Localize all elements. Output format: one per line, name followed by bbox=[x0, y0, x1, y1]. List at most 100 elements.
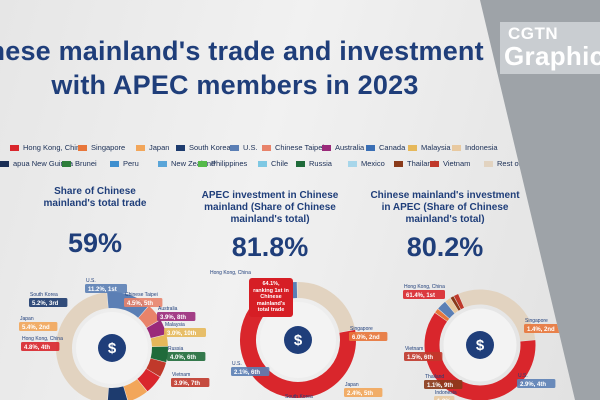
donut-slice bbox=[146, 358, 167, 377]
slice-label-name: Hong Kong, China bbox=[22, 336, 63, 342]
slice-label-box bbox=[344, 388, 383, 397]
dollar-glyph: $ bbox=[476, 337, 485, 354]
donut-slice bbox=[150, 346, 168, 363]
slice-label-value: 4.0%, 6th bbox=[170, 355, 196, 361]
legend-item: Hong Kong, China bbox=[10, 143, 84, 152]
legend-swatch bbox=[348, 161, 357, 168]
legend-swatch bbox=[322, 145, 331, 152]
legend-label: apua New Guinea bbox=[13, 159, 74, 168]
legend-item: Australia bbox=[322, 143, 364, 152]
legend-label: Australia bbox=[335, 143, 365, 152]
slice-label: South Korea 5.2%, 3rd bbox=[29, 292, 68, 307]
slice-label: Vietnam 1.5%, 6th bbox=[404, 346, 443, 361]
legend-label: Hong Kong, China bbox=[23, 143, 85, 152]
slice-label-box bbox=[19, 322, 58, 331]
slice-label-name: U.S. bbox=[518, 373, 528, 379]
legend-item: Chile bbox=[258, 159, 288, 168]
legend-label: Russia bbox=[309, 159, 332, 168]
slice-label-name: U.S. bbox=[86, 278, 96, 284]
legend-label: Indonesia bbox=[465, 143, 498, 152]
slice-label-name: Hong Kong, China bbox=[404, 284, 445, 290]
legend-swatch bbox=[78, 145, 87, 152]
legend-swatch bbox=[408, 145, 417, 152]
legend-item: Philippines bbox=[198, 159, 247, 168]
dollar-icon bbox=[466, 331, 494, 359]
panel-title-apec-investment: APEC investment in Chinese mainland (Shar… bbox=[201, 190, 339, 225]
page-title-line2: with APEC members in 2023 bbox=[51, 70, 419, 100]
panel-title-trade: Share of Chinese mainland's total trade bbox=[43, 186, 147, 209]
legend-label: U.S. bbox=[243, 143, 258, 152]
panel-value-apec-investment: 81.8% bbox=[231, 232, 309, 262]
legend-item: Thailand bbox=[394, 159, 436, 168]
legend-swatch bbox=[198, 161, 207, 168]
legend-swatch bbox=[258, 161, 267, 168]
slice-label-name: U.S. bbox=[232, 361, 242, 367]
legend-item: South Korea bbox=[176, 143, 231, 152]
legend-label: Philippines bbox=[211, 159, 248, 168]
slice-label-name: Japan bbox=[20, 316, 34, 322]
legend-swatch bbox=[452, 145, 461, 152]
slice-label-box bbox=[231, 367, 270, 376]
slice-label-value: 5.2%, 3rd bbox=[32, 301, 59, 307]
slice-label-value: 2.1%, 6th bbox=[234, 370, 260, 376]
slice-label-value: 3.9%, 7th bbox=[174, 381, 200, 387]
legend-item: Canada bbox=[366, 143, 405, 152]
slice-label-value: 1.5%, 6th bbox=[407, 355, 433, 361]
legend-label: South Korea bbox=[189, 143, 231, 152]
slice-label-box bbox=[85, 284, 127, 293]
legend-swatch bbox=[0, 161, 9, 168]
legend-swatch bbox=[136, 145, 145, 152]
legend-swatch bbox=[176, 145, 185, 152]
slice-label-box bbox=[21, 342, 60, 351]
slice-label-name: Hong Kong, China bbox=[210, 270, 251, 276]
slice-label: Chinese Taipei 4.5%, 5th bbox=[124, 292, 163, 307]
donut-slice bbox=[240, 302, 356, 398]
slice-label: Hong Kong, China 4.8%, 4th bbox=[21, 336, 63, 351]
slice-label-name: Indonesia bbox=[435, 390, 457, 396]
legend-item: Indonesia bbox=[452, 143, 498, 152]
slice-label: South Korea bbox=[285, 394, 313, 400]
slice-label: Japan 5.4%, 2nd bbox=[19, 316, 58, 331]
annotation-hong-kong: 64.1%, ranking 1st in Chinese mainland's… bbox=[249, 278, 293, 317]
legend-swatch bbox=[296, 161, 305, 168]
legend-label: Malaysia bbox=[421, 143, 451, 152]
slice-label-value: 1.4%, 2nd bbox=[527, 327, 555, 333]
donut-slice bbox=[56, 292, 109, 400]
donut-charts: $ $ $ U.S. 11.2%, 1st South Korea 5.2%, 3rd Chi… bbox=[19, 270, 563, 400]
slice-label-value: 4.5%, 5th bbox=[127, 301, 153, 307]
panel-value-mainland-investment: 80.2% bbox=[406, 232, 484, 262]
legend-swatch bbox=[262, 145, 271, 152]
slice-label-value: 5.4%, 2nd bbox=[22, 325, 50, 331]
slice-label: Singapore 1.4%, 2nd bbox=[524, 318, 563, 333]
slice-label-value: 2.4%, 5th bbox=[347, 391, 373, 397]
slice-label: Japan 2.4%, 5th bbox=[344, 382, 383, 397]
donut-slice bbox=[297, 282, 356, 333]
slice-label-value: 1.1%, 9th bbox=[427, 383, 453, 389]
slice-label-name: Australia bbox=[158, 306, 178, 312]
legend-label: Japan bbox=[149, 143, 170, 152]
slice-label: Australia 3.9%, 8th bbox=[157, 306, 196, 321]
slice-label-name: Vietnam bbox=[172, 372, 190, 378]
legend-label: Peru bbox=[123, 159, 139, 168]
slice-label-box bbox=[157, 312, 196, 321]
donut-slice bbox=[435, 308, 450, 322]
donut-slice bbox=[424, 312, 536, 400]
donut-slice bbox=[453, 294, 465, 310]
slice-label-box bbox=[167, 352, 206, 361]
slice-label-name: Singapore bbox=[525, 318, 548, 324]
dollar-glyph: $ bbox=[108, 340, 117, 357]
slice-label: U.S. 11.2%, 1st bbox=[85, 278, 127, 293]
slice-label-box bbox=[517, 379, 556, 388]
legend-swatch bbox=[158, 161, 167, 168]
page-title-line1: hinese mainland's trade and investment bbox=[0, 36, 484, 66]
legend-item: Vietnam bbox=[430, 159, 470, 168]
panel-title-mainland-investment: Chinese mainland's investment in APEC (Sh… bbox=[370, 190, 520, 225]
slice-label-box bbox=[424, 380, 463, 389]
donut-slice bbox=[123, 378, 148, 400]
slice-label-box bbox=[171, 378, 210, 387]
dollar-icon bbox=[284, 326, 312, 354]
slice-label: Malaysia 3.0%, 10th bbox=[164, 322, 206, 337]
slice-label: Hong Kong, China bbox=[210, 270, 251, 276]
legend-item: Russia bbox=[296, 159, 332, 168]
donut-slice bbox=[146, 320, 167, 339]
